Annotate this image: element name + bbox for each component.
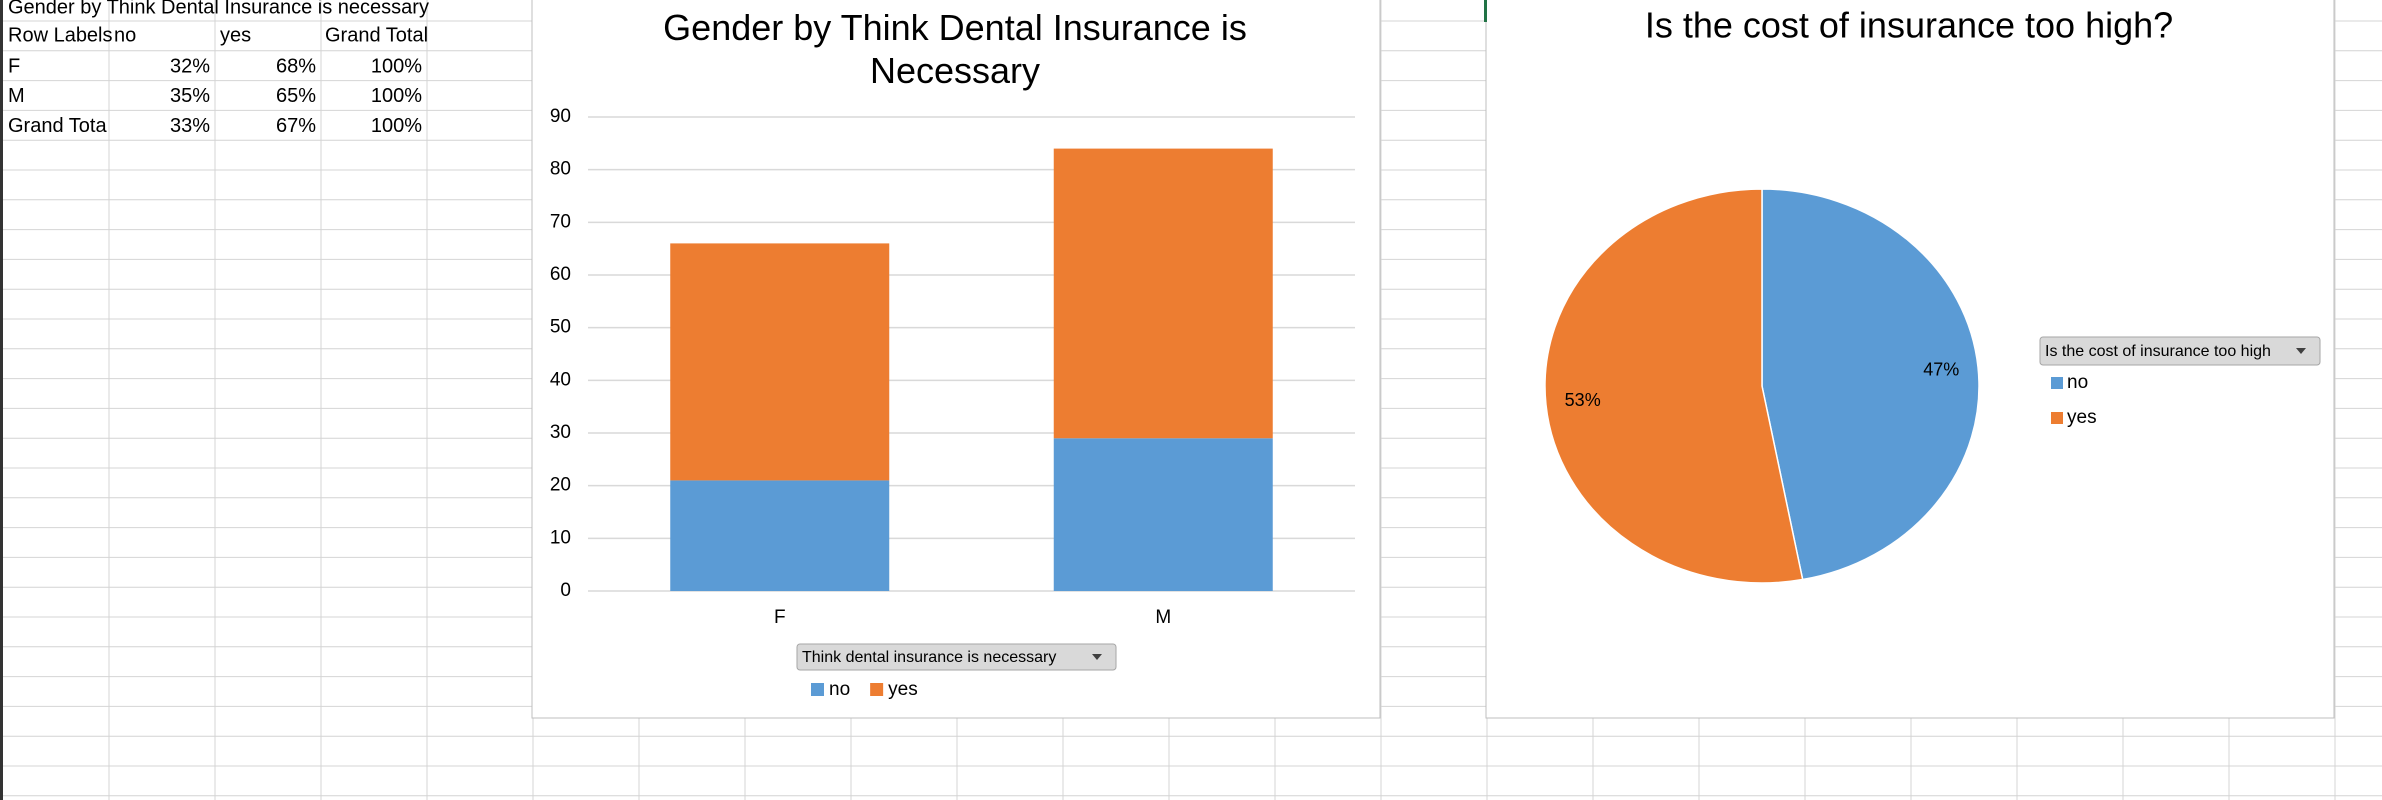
dropdown-arrow — [2296, 348, 2306, 354]
table-header: Row Labels — [8, 24, 113, 46]
x-tick-label: M — [1155, 607, 1171, 628]
chart-title: Is the cost of insurance too high? — [1645, 5, 2173, 46]
data-label: 53% — [1565, 390, 1601, 410]
y-tick-label: 10 — [550, 527, 571, 548]
y-tick-label: 90 — [550, 106, 571, 127]
y-tick-label: 20 — [550, 475, 571, 496]
y-tick-label: 0 — [560, 580, 571, 601]
table-header: yes — [220, 24, 251, 46]
legend-swatch — [811, 683, 824, 696]
row-label: Grand Tota — [8, 115, 107, 137]
sheet-edge — [0, 0, 3, 800]
legend-label: no — [829, 679, 850, 700]
row-label: M — [8, 85, 25, 107]
table-cell: 100% — [371, 55, 422, 77]
legend-title: Think dental insurance is necessary — [802, 649, 1056, 666]
table-header: no — [114, 24, 136, 46]
bar-segment — [1053, 148, 1273, 439]
legend-label: no — [2067, 372, 2088, 393]
pie-slice — [1761, 188, 1980, 581]
table-cell: 65% — [276, 85, 316, 107]
table-cell: 35% — [170, 85, 210, 107]
y-tick-label: 40 — [550, 369, 571, 390]
bar-segment — [1053, 438, 1273, 591]
y-tick-label: 70 — [550, 211, 571, 232]
y-tick-label: 60 — [550, 264, 571, 285]
table-cell: 32% — [170, 55, 210, 77]
legend-filter-button[interactable] — [796, 643, 1117, 671]
table-cell: 100% — [371, 115, 422, 137]
legend-label: yes — [2067, 407, 2097, 428]
legend-title: Is the cost of insurance too high — [2045, 343, 2271, 360]
table-header: Grand Total — [325, 24, 428, 46]
chart-title: Gender by Think Dental Insurance is Nece… — [663, 7, 1247, 91]
legend-filter-button[interactable] — [2039, 336, 2321, 366]
data-label: 47% — [1923, 359, 1959, 379]
table-cell: 33% — [170, 115, 210, 137]
x-tick-label: F — [774, 607, 786, 628]
row-label: F — [8, 55, 20, 77]
y-tick-label: 30 — [550, 422, 571, 443]
y-tick-label: 80 — [550, 159, 571, 180]
legend-label: yes — [888, 679, 918, 700]
table-cell: 67% — [276, 115, 316, 137]
y-tick-label: 50 — [550, 317, 571, 338]
legend-swatch — [2051, 377, 2063, 389]
selected-cell-marker — [1484, 0, 1487, 22]
table-cell: 100% — [371, 85, 422, 107]
bar-segment — [670, 243, 890, 481]
table-cell: 68% — [276, 55, 316, 77]
bar-segment — [670, 480, 890, 591]
table-title: Gender by Think Dental Insurance is nece… — [8, 0, 429, 18]
legend-swatch — [2051, 412, 2063, 424]
legend-swatch — [870, 683, 884, 696]
pie-slice — [1544, 188, 1804, 584]
dropdown-arrow — [1092, 654, 1102, 660]
